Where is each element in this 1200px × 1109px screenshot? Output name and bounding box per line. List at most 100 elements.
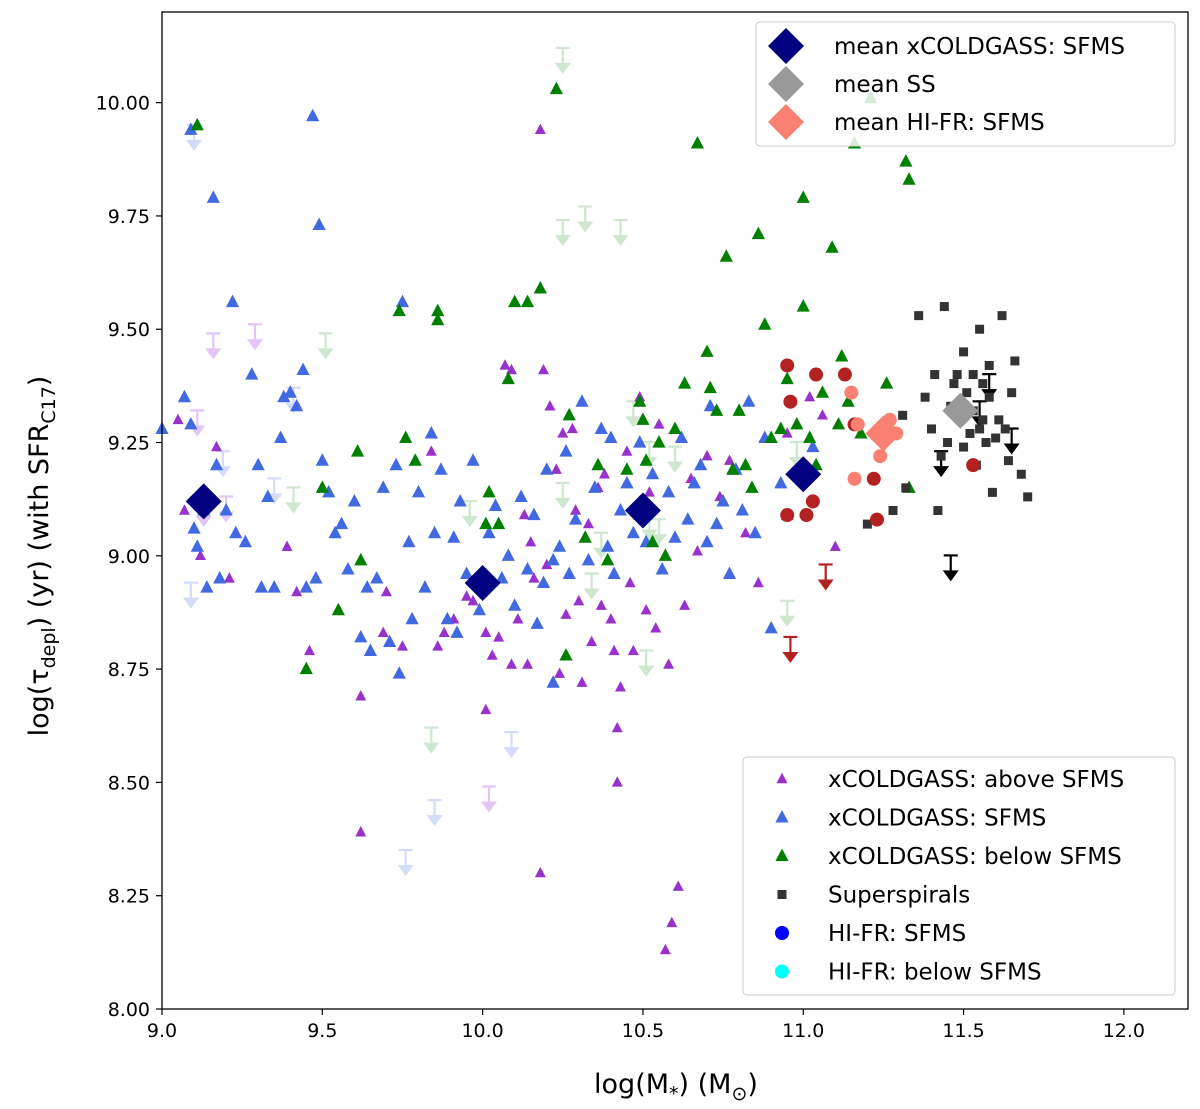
data-point bbox=[681, 512, 695, 525]
data-point bbox=[722, 566, 737, 579]
data-point bbox=[582, 517, 594, 529]
data-point bbox=[493, 631, 505, 642]
data-point bbox=[987, 487, 997, 497]
upper-limit-arrow bbox=[246, 323, 263, 351]
y-tick-label: 8.25 bbox=[108, 886, 150, 908]
data-point bbox=[245, 367, 259, 380]
data-point bbox=[536, 575, 551, 589]
data-point bbox=[315, 453, 329, 466]
data-point bbox=[380, 585, 392, 597]
data-point bbox=[482, 484, 496, 498]
data-point bbox=[991, 433, 1001, 443]
data-point bbox=[530, 616, 544, 629]
data-point bbox=[399, 430, 413, 444]
data-point bbox=[328, 525, 342, 539]
data-point bbox=[745, 480, 759, 493]
x-axis-label: log(M*) (M⊙) bbox=[594, 1069, 758, 1105]
data-point bbox=[847, 471, 862, 486]
data-point bbox=[459, 566, 474, 579]
data-point bbox=[652, 435, 666, 448]
data-point bbox=[480, 626, 492, 638]
data-point bbox=[732, 403, 746, 416]
data-point bbox=[554, 667, 566, 678]
data-point bbox=[552, 539, 567, 552]
upper-limit-arrow bbox=[182, 581, 199, 609]
data-point bbox=[559, 648, 573, 661]
data-point bbox=[229, 525, 243, 539]
data-point bbox=[322, 484, 336, 498]
data-point bbox=[645, 534, 660, 548]
data-point bbox=[581, 552, 596, 566]
data-point bbox=[796, 190, 810, 203]
data-point bbox=[355, 826, 367, 837]
y-tick-label: 9.25 bbox=[108, 433, 150, 455]
data-point bbox=[710, 403, 724, 416]
data-point bbox=[514, 489, 528, 502]
data-point bbox=[984, 392, 994, 402]
y-tick-label: 9.00 bbox=[108, 546, 150, 568]
data-point bbox=[177, 389, 192, 403]
data-point bbox=[315, 480, 329, 493]
upper-limit-arrow bbox=[317, 332, 334, 360]
data-point bbox=[501, 371, 515, 385]
data-point bbox=[424, 426, 438, 439]
data-point bbox=[594, 421, 608, 434]
data-point bbox=[283, 385, 297, 398]
data-point bbox=[978, 415, 988, 425]
data-point bbox=[601, 552, 615, 566]
data-point bbox=[578, 530, 592, 543]
legend-samples: xCOLDGASS: above SFMS xCOLDGASS: SFMS xCOL… bbox=[742, 756, 1176, 996]
data-point bbox=[735, 503, 749, 516]
data-point bbox=[281, 540, 293, 551]
data-point bbox=[608, 644, 620, 656]
data-point bbox=[866, 471, 881, 486]
data-point bbox=[774, 475, 788, 489]
data-point bbox=[431, 303, 445, 317]
upper-limit-arrow bbox=[503, 731, 520, 759]
data-point bbox=[650, 622, 662, 633]
data-point bbox=[540, 462, 554, 475]
data-point bbox=[831, 416, 846, 430]
data-point bbox=[611, 776, 623, 787]
data-point bbox=[261, 489, 275, 502]
legend-marker bbox=[775, 810, 789, 823]
data-point bbox=[742, 394, 756, 407]
x-tick-label: 10.5 bbox=[622, 1020, 664, 1042]
data-point bbox=[570, 504, 582, 515]
data-point bbox=[679, 599, 691, 610]
data-point bbox=[213, 571, 227, 584]
data-point bbox=[703, 398, 717, 412]
data-point bbox=[598, 468, 610, 479]
data-point bbox=[740, 526, 752, 538]
data-point bbox=[277, 389, 291, 403]
data-point bbox=[178, 504, 190, 515]
data-point bbox=[573, 594, 585, 606]
data-point bbox=[467, 594, 479, 606]
data-point bbox=[520, 561, 535, 575]
data-point bbox=[803, 430, 817, 444]
data-point bbox=[508, 598, 522, 611]
data-point bbox=[927, 424, 936, 434]
data-point bbox=[614, 681, 626, 692]
data-point bbox=[841, 394, 855, 407]
data-point bbox=[211, 440, 223, 452]
data-point bbox=[355, 690, 367, 701]
data-point bbox=[930, 370, 940, 380]
data-point bbox=[1016, 469, 1026, 479]
data-point bbox=[434, 462, 448, 475]
data-point bbox=[655, 561, 669, 575]
upper-limit-arrow bbox=[612, 218, 629, 247]
data-point bbox=[764, 430, 778, 444]
upper-limit-arrow bbox=[285, 486, 302, 514]
upper-limit-arrow bbox=[817, 563, 834, 591]
data-point bbox=[758, 317, 772, 330]
data-point bbox=[528, 572, 540, 583]
data-point bbox=[738, 457, 753, 471]
data-point bbox=[959, 442, 969, 452]
data-point bbox=[291, 585, 303, 597]
x-axis-ticks: 9.0 9.5 10.0 10.5 11.0 11.5 12.0 bbox=[147, 1009, 1145, 1042]
data-point bbox=[645, 466, 660, 480]
data-point bbox=[700, 534, 714, 548]
legend-marker bbox=[775, 964, 789, 979]
data-point bbox=[799, 508, 814, 523]
